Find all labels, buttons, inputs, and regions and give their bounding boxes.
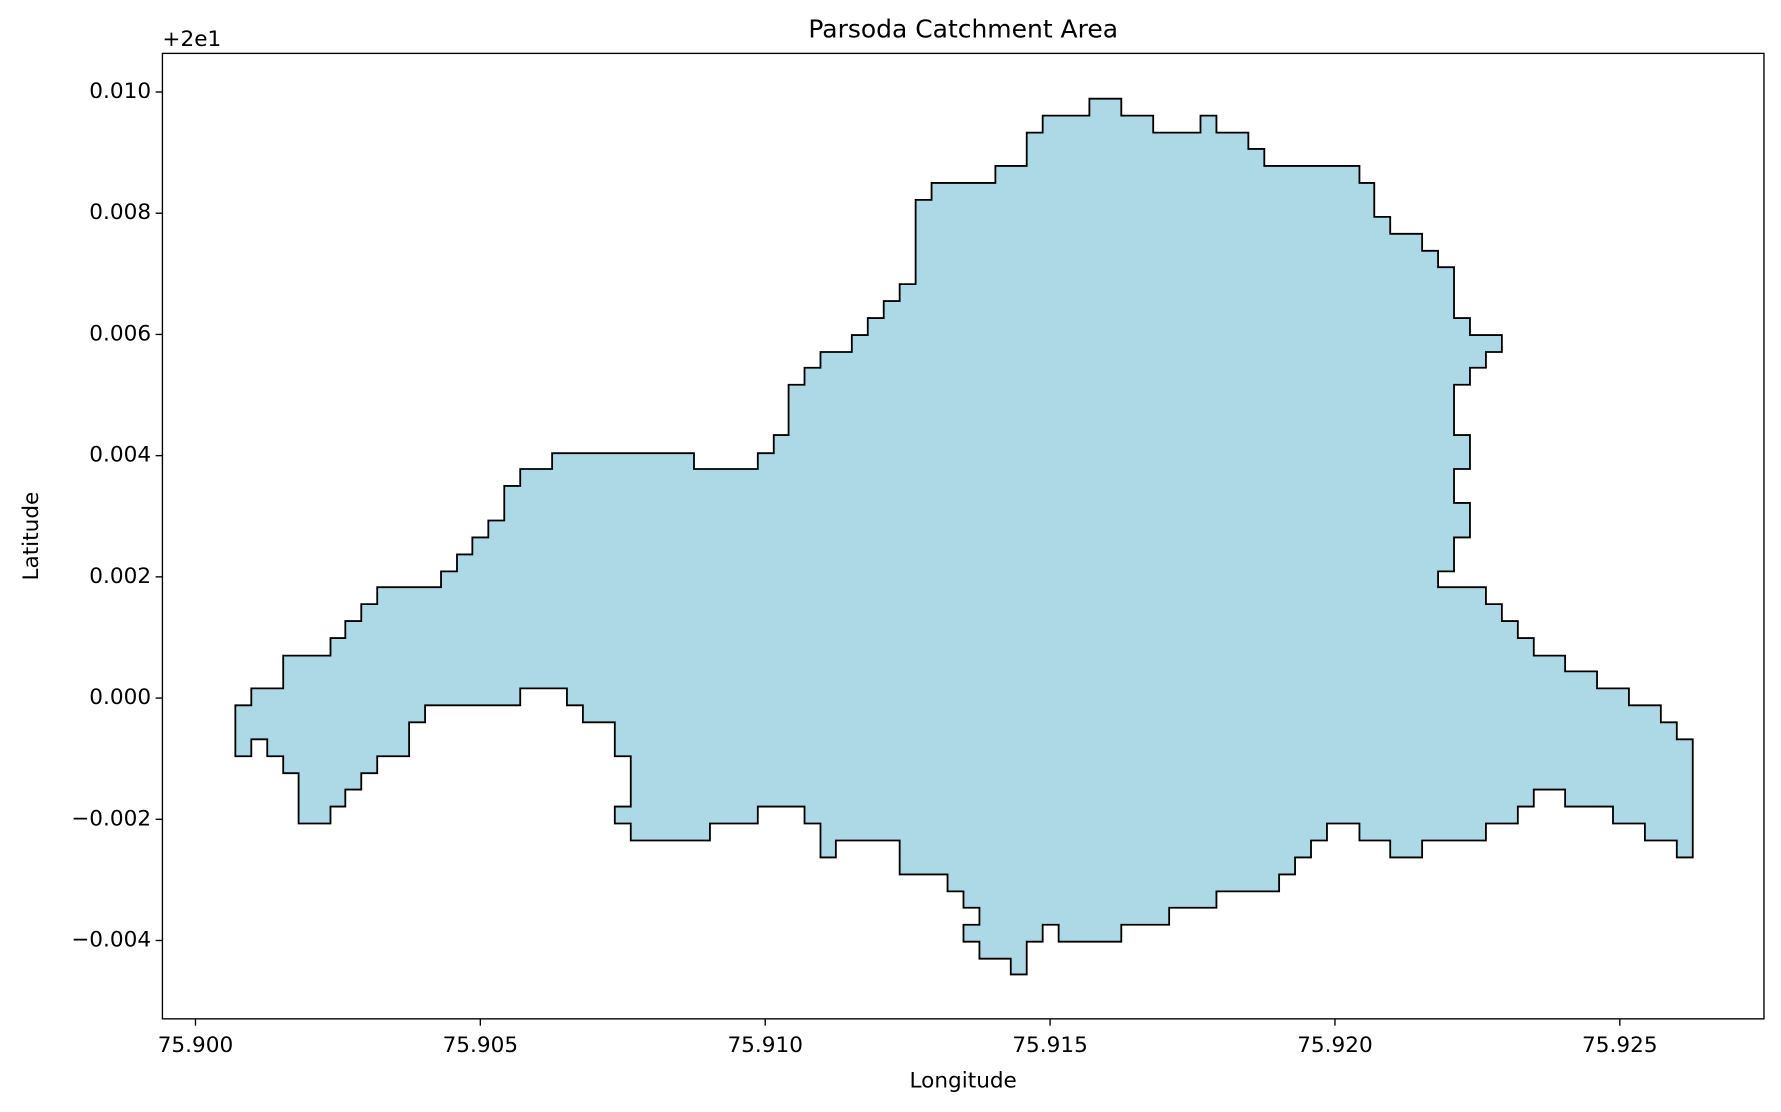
y-tick-label: 0.008 <box>89 200 151 225</box>
y-tick-label: 0.004 <box>89 443 151 468</box>
x-tick-label: 75.900 <box>158 1033 234 1058</box>
y-offset-label: +2e1 <box>162 27 221 52</box>
x-tick-label: 75.925 <box>1582 1033 1658 1058</box>
x-axis-label: Longitude <box>910 1068 1017 1093</box>
x-tick-label: 75.915 <box>1012 1033 1088 1058</box>
axes-frame <box>161 52 1765 1020</box>
plot-area <box>234 97 1694 976</box>
y-tick-label: −0.002 <box>71 806 151 831</box>
x-tick-label: 75.920 <box>1297 1033 1373 1058</box>
y-tick-label: 0.002 <box>89 564 151 589</box>
y-tick-label: 0.010 <box>89 79 151 104</box>
x-tick-label: 75.905 <box>443 1033 519 1058</box>
y-axis-label: Latitude <box>19 492 44 581</box>
y-tick-label: −0.004 <box>71 927 151 952</box>
chart-title: Parsoda Catchment Area <box>808 15 1118 44</box>
x-tick-label: 75.910 <box>727 1033 803 1058</box>
catchment-polygon <box>234 97 1694 976</box>
y-tick-label: 0.006 <box>89 321 151 346</box>
y-tick-label: 0.000 <box>89 685 151 710</box>
